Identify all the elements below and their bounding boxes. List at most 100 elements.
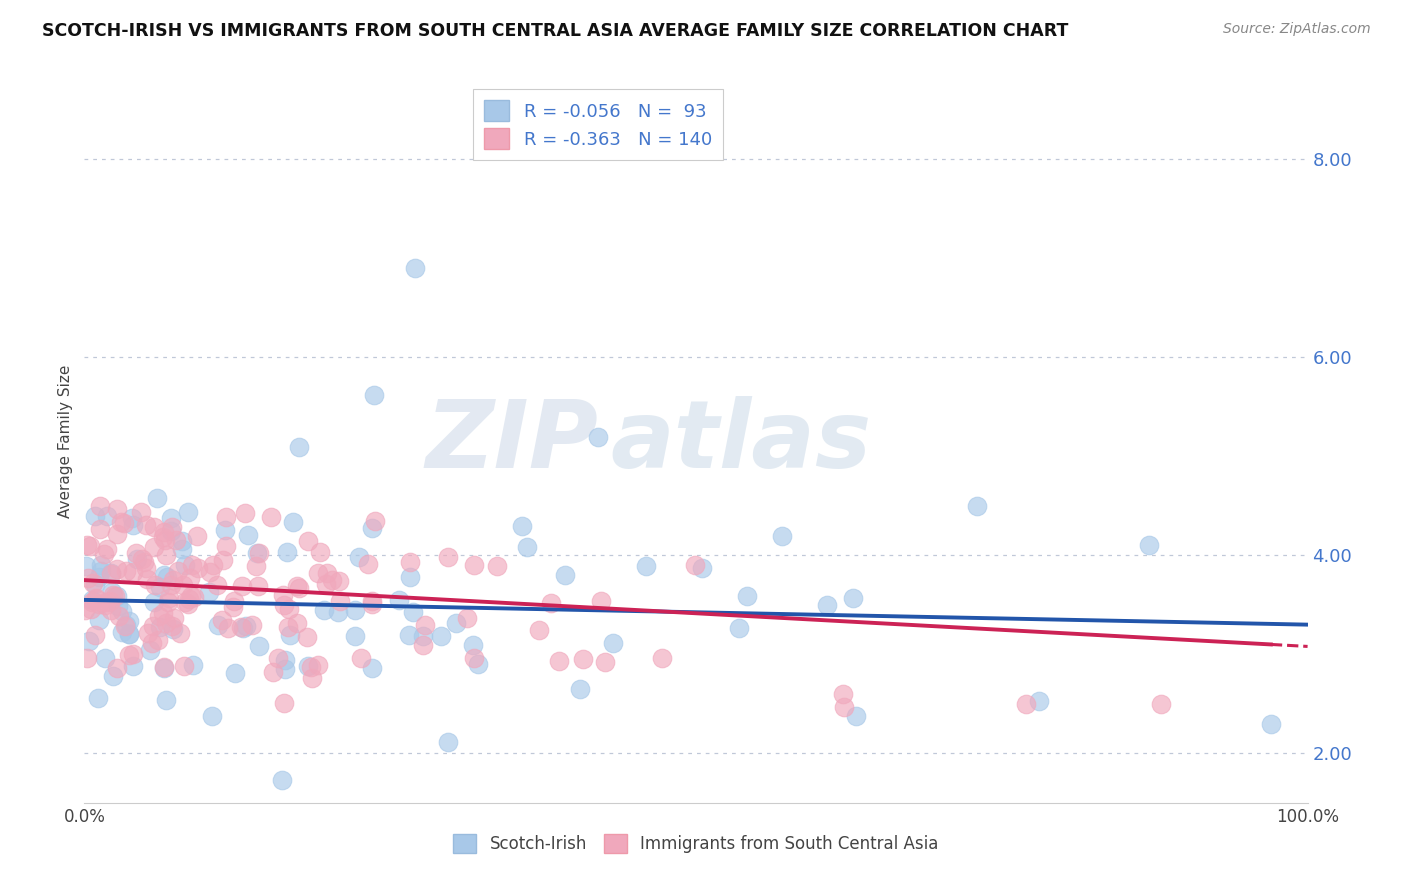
Point: [135, 517, 157, 532]
Point: [179, 592, 201, 607]
Point: [430, 629, 453, 643]
Point: [155, 548, 177, 562]
Point: [143, 577, 166, 591]
Point: [315, 577, 337, 591]
Legend: Scotch-Irish, Immigrants from South Central Asia: Scotch-Irish, Immigrants from South Cent…: [447, 827, 945, 860]
Point: [308, 545, 330, 559]
Point: [548, 654, 571, 668]
Point: [360, 661, 382, 675]
Point: [162, 618, 184, 632]
Point: [181, 558, 204, 573]
Point: [73, 603, 96, 617]
Point: [363, 514, 385, 528]
Point: [111, 604, 134, 618]
Point: [235, 618, 257, 632]
Point: [215, 540, 238, 554]
Point: [177, 597, 200, 611]
Point: [343, 629, 366, 643]
Point: [307, 566, 329, 580]
Point: [297, 533, 319, 548]
Point: [586, 429, 609, 443]
Point: [402, 606, 425, 620]
Point: [108, 608, 131, 623]
Point: [212, 553, 235, 567]
Point: [357, 558, 380, 572]
Point: [90, 564, 112, 578]
Point: [207, 618, 229, 632]
Point: [276, 544, 298, 558]
Point: [93, 599, 115, 613]
Point: [231, 579, 253, 593]
Point: [146, 491, 169, 505]
Point: [149, 620, 172, 634]
Point: [446, 615, 468, 630]
Point: [117, 614, 139, 628]
Point: [527, 623, 550, 637]
Point: [181, 657, 204, 672]
Point: [845, 708, 868, 723]
Point: [114, 618, 136, 632]
Point: [288, 440, 311, 454]
Point: [349, 549, 371, 564]
Point: [273, 696, 295, 710]
Point: [463, 651, 485, 665]
Point: [96, 509, 118, 524]
Point: [842, 591, 865, 605]
Point: [162, 622, 184, 636]
Point: [232, 621, 254, 635]
Point: [198, 585, 221, 599]
Point: [148, 608, 170, 623]
Point: [170, 541, 193, 556]
Point: [222, 600, 245, 615]
Point: [463, 558, 485, 573]
Point: [245, 558, 267, 573]
Point: [233, 506, 256, 520]
Point: [135, 561, 157, 575]
Point: [89, 499, 111, 513]
Point: [82, 576, 104, 591]
Point: [328, 605, 350, 619]
Point: [651, 650, 673, 665]
Point: [486, 559, 509, 574]
Point: [101, 585, 124, 599]
Point: [412, 638, 434, 652]
Point: [285, 579, 308, 593]
Point: [461, 638, 484, 652]
Point: [831, 687, 853, 701]
Point: [77, 633, 100, 648]
Point: [832, 700, 855, 714]
Point: [87, 613, 110, 627]
Point: [363, 387, 385, 401]
Point: [136, 573, 159, 587]
Point: [388, 593, 411, 607]
Point: [593, 655, 616, 669]
Point: [183, 591, 205, 605]
Point: [572, 652, 595, 666]
Text: ZIP: ZIP: [425, 395, 598, 488]
Point: [111, 625, 134, 640]
Point: [156, 594, 179, 608]
Point: [436, 549, 458, 564]
Point: [174, 595, 197, 609]
Point: [155, 693, 177, 707]
Text: atlas: atlas: [610, 395, 872, 488]
Point: [83, 509, 105, 524]
Point: [83, 628, 105, 642]
Point: [173, 558, 195, 572]
Point: [344, 603, 367, 617]
Point: [735, 589, 758, 603]
Point: [131, 552, 153, 566]
Point: [288, 581, 311, 595]
Point: [121, 511, 143, 525]
Point: [274, 652, 297, 666]
Point: [399, 555, 422, 569]
Point: [242, 618, 264, 632]
Point: [328, 574, 350, 588]
Point: [307, 658, 329, 673]
Point: [510, 519, 533, 533]
Point: [160, 578, 183, 592]
Point: [107, 589, 129, 603]
Point: [105, 526, 128, 541]
Point: [153, 661, 176, 675]
Point: [361, 521, 384, 535]
